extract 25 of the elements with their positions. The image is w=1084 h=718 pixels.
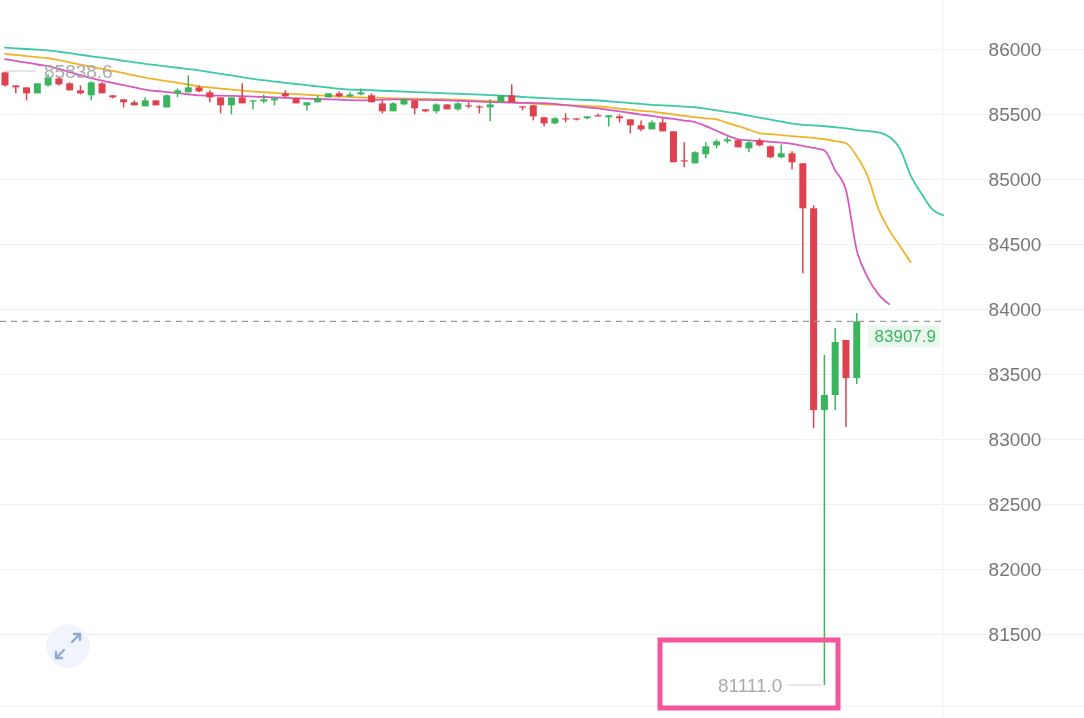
- candlestick: [605, 114, 613, 128]
- line-series: [4, 58, 890, 306]
- y-tick-label: 82000: [988, 559, 1042, 581]
- candlestick: [680, 141, 688, 168]
- candlestick: [87, 80, 95, 102]
- line-series: [4, 53, 912, 264]
- annotation: 81111.0: [717, 674, 783, 696]
- y-tick-label: 85000: [988, 169, 1042, 191]
- y-tick-label: 83000: [988, 429, 1042, 451]
- candlestick: [357, 87, 365, 97]
- y-tick-label: 81500: [988, 624, 1042, 646]
- y-tick-label: 82500: [988, 494, 1042, 516]
- y-tick-label: 84000: [988, 299, 1042, 321]
- line-series: [4, 46, 944, 217]
- candlestick: [820, 354, 828, 686]
- candlestick: [486, 98, 494, 123]
- y-tick-label: 86000: [988, 39, 1042, 61]
- candlestick: [260, 93, 268, 105]
- candlestick: [12, 84, 20, 95]
- y-tick-label: 85500: [988, 104, 1042, 126]
- y-tick-label: 83500: [988, 364, 1042, 386]
- ref-line-label: 83907.9: [874, 327, 936, 347]
- y-tick-label: 84500: [988, 234, 1042, 256]
- candlestick: [249, 99, 257, 111]
- candlestick: [594, 112, 602, 118]
